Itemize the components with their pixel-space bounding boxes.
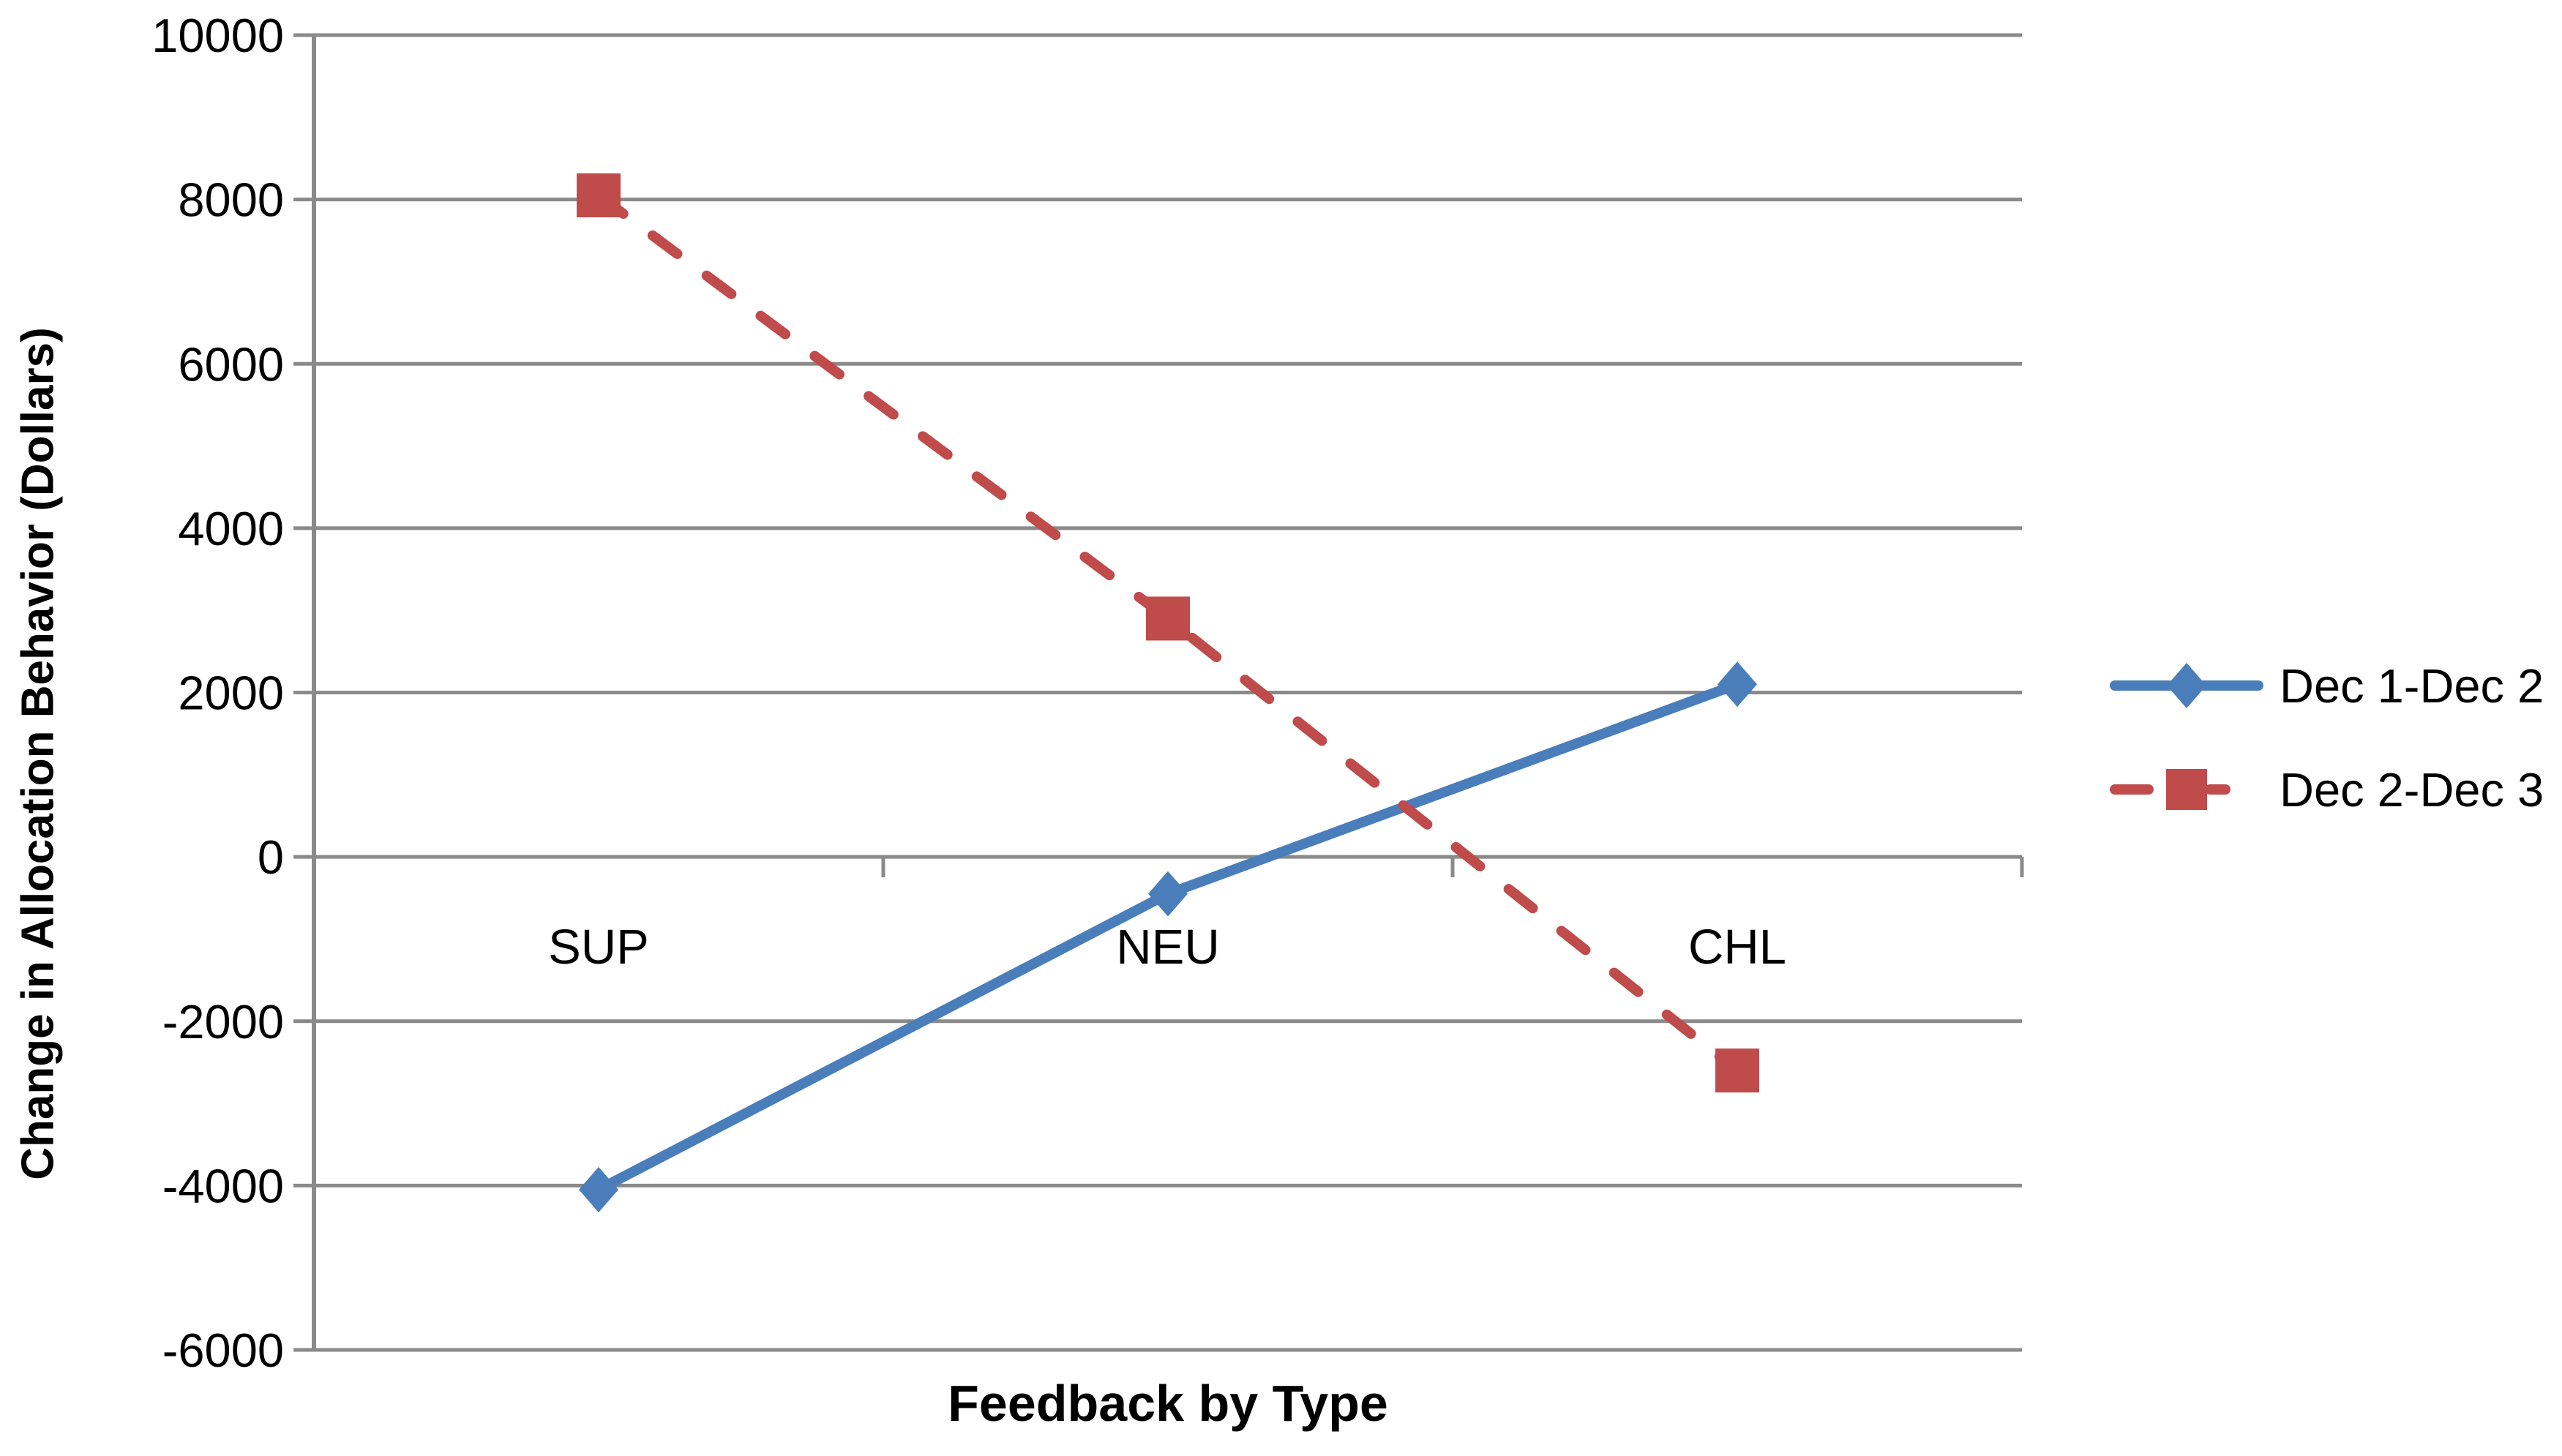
diamond-marker-icon (2167, 663, 2206, 708)
legend-item-dec1-dec2: Dec 1-Dec 2 (2110, 656, 2544, 715)
legend-sample-dashed-line (2110, 769, 2230, 810)
y-tick-label: -4000 (162, 1159, 284, 1212)
x-category-label: CHL (1688, 920, 1786, 975)
legend-label: Dec 1-Dec 2 (2280, 658, 2544, 713)
legend-item-dec2-dec3: Dec 2-Dec 3 (2110, 760, 2544, 819)
square-marker-icon (1715, 1048, 1759, 1093)
y-tick-label: 8000 (178, 173, 284, 227)
legend-sample-solid-line (2110, 663, 2263, 708)
y-tick-label: 2000 (178, 667, 284, 720)
y-tick-label: 10000 (151, 9, 284, 62)
series-line-dec-2-dec-3 (593, 190, 1742, 1076)
x-category-label: SUP (548, 920, 649, 975)
diamond-marker-icon (1148, 871, 1188, 917)
square-marker-icon (577, 173, 621, 218)
y-tick-label: 6000 (178, 337, 284, 391)
y-axis-title: Change in Allocation Behavior (Dollars) (12, 327, 64, 1180)
y-tick-label: 4000 (178, 502, 284, 555)
diamond-marker-icon (579, 1166, 618, 1212)
square-marker-icon (1146, 596, 1190, 641)
diamond-marker-icon (1718, 661, 1757, 708)
square-marker-icon (2166, 769, 2207, 810)
x-axis-title: Feedback by Type (948, 1375, 1388, 1432)
x-category-label: NEU (1116, 920, 1219, 975)
y-tick-label: 0 (258, 830, 284, 884)
y-tick-label: -6000 (162, 1324, 284, 1377)
y-tick-label: -2000 (162, 995, 284, 1048)
legend-label: Dec 2-Dec 3 (2280, 762, 2544, 817)
